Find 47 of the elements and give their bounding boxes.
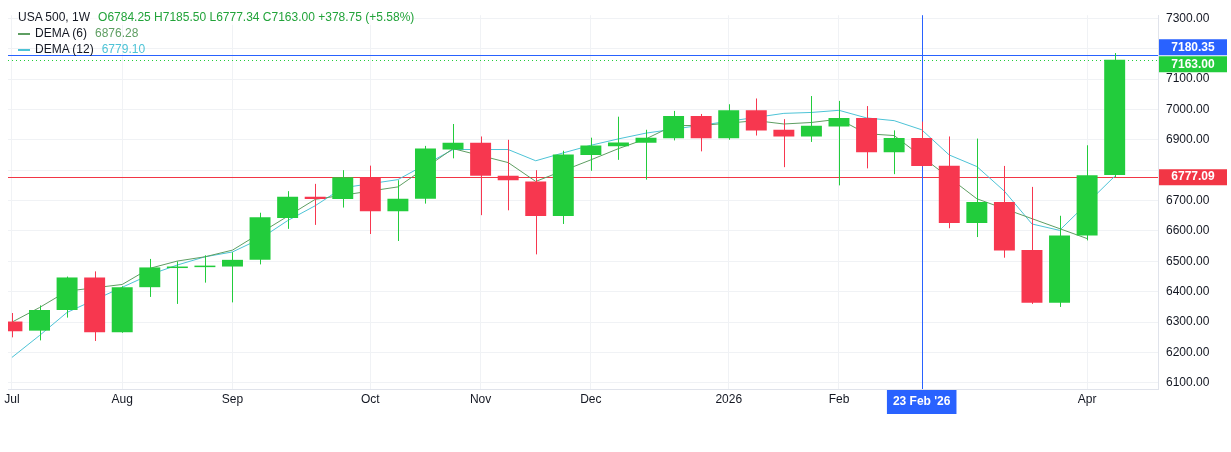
legend-label: DEMA (6) (35, 26, 88, 40)
candlestick (745, 97, 767, 137)
y-tick-label: 6900.00 (1166, 132, 1210, 147)
legend-label: DEMA (12) (35, 42, 94, 56)
candlestick (580, 137, 602, 172)
annotation: O6784.25 H7185.50 L6777.34 C7163.00 +378.75 (+5.58%) (98, 10, 415, 24)
x-tick-label: Aug (111, 391, 133, 406)
x-tick-label: Apr (1077, 391, 1097, 406)
candlestick (222, 251, 243, 303)
y-tick-label: 6100.00 (1166, 375, 1210, 390)
annotation: 6779.10 (101, 42, 146, 56)
candlestick (883, 129, 905, 175)
x-tick-label: 2026 (715, 391, 743, 406)
y-tick-label: 7100.00 (1166, 71, 1210, 86)
candlestick (966, 138, 988, 238)
y-tick-label: 6500.00 (1166, 253, 1210, 268)
ref-line-label: 7180.35 (1171, 39, 1216, 54)
y-tick-label: 6300.00 (1166, 314, 1210, 329)
x-tick-label: Feb (828, 391, 850, 406)
candlestick (332, 169, 354, 209)
candlestick (635, 129, 657, 181)
x-tick-label: Jul (4, 391, 20, 406)
candlestick (442, 123, 464, 159)
candlestick (800, 95, 822, 143)
candlestick (773, 118, 795, 168)
y-tick-label: 6400.00 (1166, 284, 1210, 299)
y-tick-label: 6700.00 (1166, 192, 1210, 207)
ref-line-label: 7163.00 (1171, 56, 1216, 71)
y-tick-label: 6200.00 (1166, 344, 1210, 359)
candlestick (139, 258, 161, 298)
x-tick-label: Sep (221, 391, 244, 406)
y-tick-label: 7300.00 (1166, 10, 1210, 25)
ref-line-label: 23 Feb '26 (892, 394, 951, 409)
y-tick-label: 7000.00 (1166, 101, 1210, 116)
ref-line-label: 6777.09 (1171, 169, 1216, 184)
x-tick-label: Nov (469, 391, 492, 406)
candlestick (277, 190, 299, 230)
candlestick (387, 179, 409, 242)
y-tick-label: 6600.00 (1166, 223, 1210, 238)
candlestick (663, 110, 685, 141)
x-tick-label: Oct (360, 391, 381, 406)
annotation: 6876.28 (95, 26, 139, 40)
x-tick-label: Dec (580, 391, 602, 406)
candlestick (29, 304, 50, 341)
candlestick (828, 100, 850, 186)
chart-title: USA 500, 1W (18, 10, 91, 24)
candlestick (690, 113, 712, 152)
